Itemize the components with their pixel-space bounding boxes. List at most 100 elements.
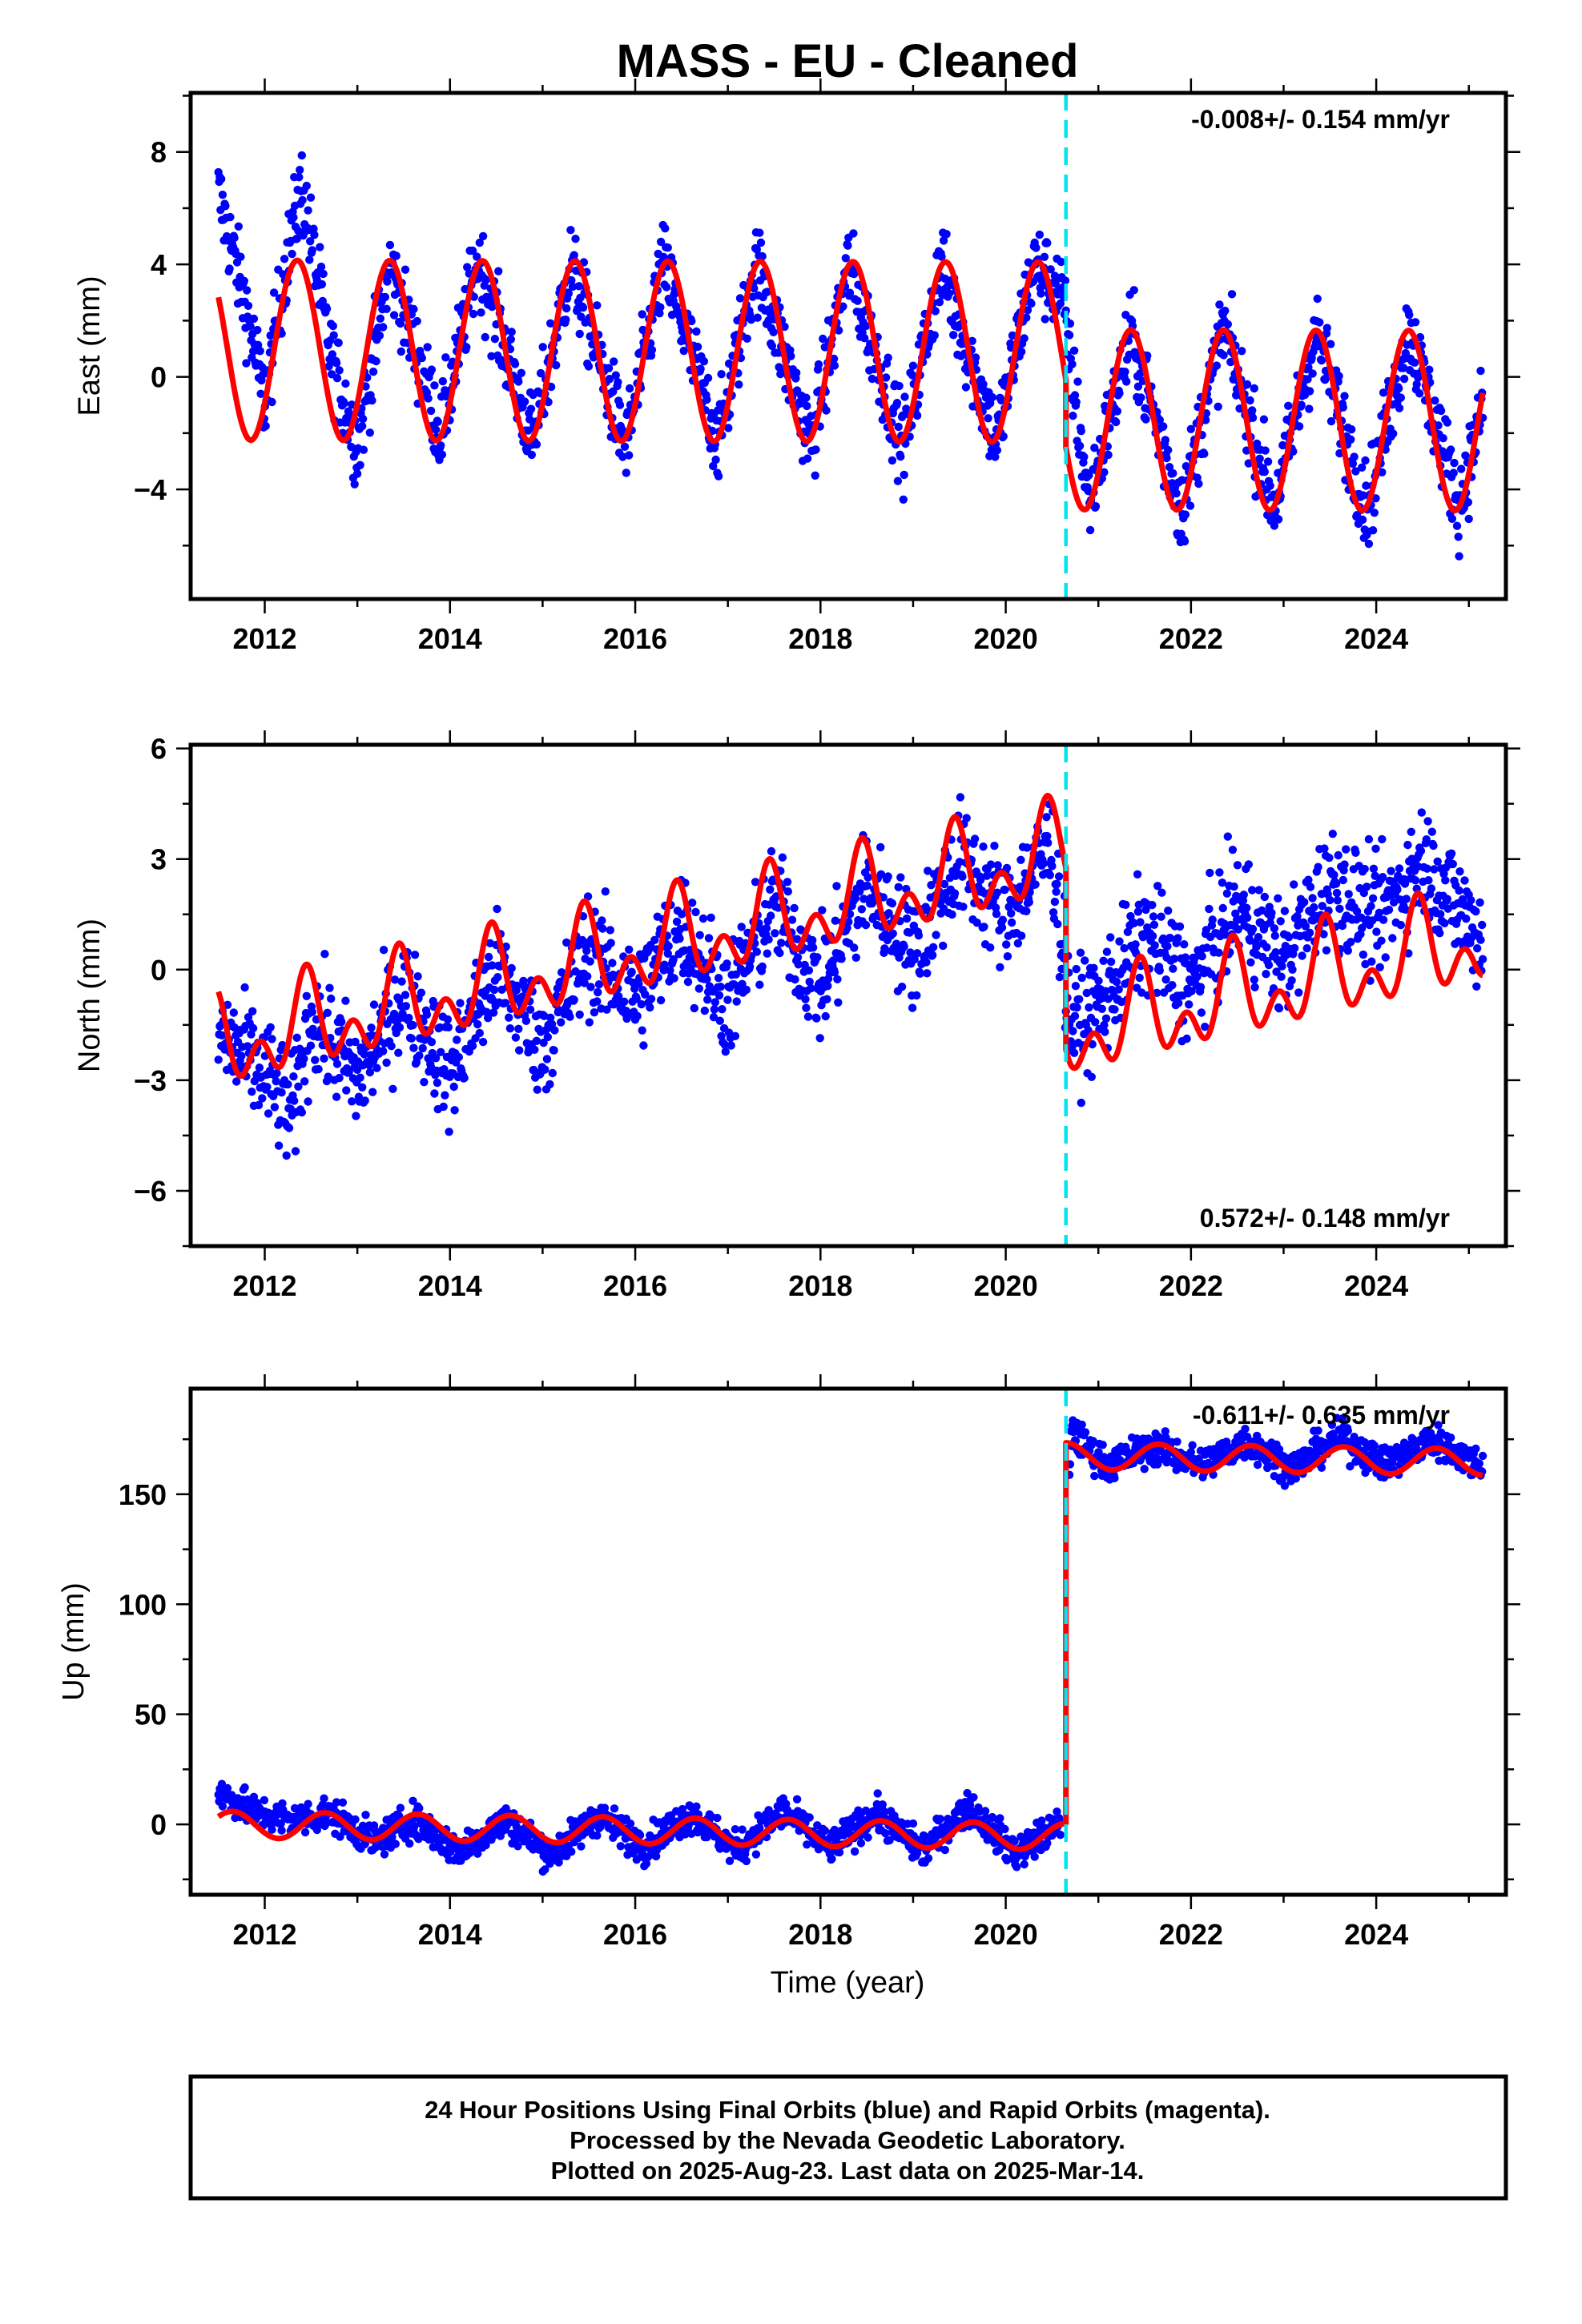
east-observation-point — [604, 364, 614, 372]
north-observation-point — [1473, 944, 1482, 953]
north-observation-point — [445, 1128, 453, 1136]
up-observation-point — [626, 1819, 635, 1828]
east-observation-point — [1100, 468, 1109, 476]
east-observation-point — [218, 191, 227, 199]
north-observation-point — [272, 1077, 280, 1086]
north-observation-point — [1094, 976, 1103, 986]
east-observation-point — [912, 411, 922, 420]
east-observation-point — [350, 480, 359, 489]
north-observation-point — [998, 915, 1008, 924]
north-observation-point — [1407, 827, 1416, 837]
north-observation-point — [1288, 965, 1297, 975]
north-observation-point — [1007, 918, 1016, 927]
north-observation-point — [1133, 870, 1142, 879]
north-observation-point — [1202, 926, 1211, 935]
north-observation-point — [1293, 911, 1302, 921]
north-observation-point — [1308, 894, 1317, 903]
east-observation-point — [409, 304, 418, 314]
north-observation-point — [292, 1033, 301, 1043]
north-observation-point — [718, 1005, 727, 1014]
north-observation-point — [637, 999, 646, 1009]
north-observation-point — [777, 939, 786, 947]
up-observation-point — [1043, 1839, 1052, 1848]
east-observation-point — [1362, 481, 1371, 490]
north-observation-point — [1024, 898, 1034, 907]
east-observation-point — [610, 357, 618, 366]
north-observation-point — [1105, 967, 1114, 975]
north-observation-point — [812, 1014, 821, 1023]
north-observation-point — [223, 1000, 232, 1010]
north-observation-point — [505, 1013, 513, 1022]
north-observation-point — [1202, 943, 1212, 952]
north-observation-point — [1471, 907, 1480, 916]
north-observation-point — [397, 977, 406, 986]
north-observation-point — [382, 1058, 391, 1068]
north-observation-point — [388, 1084, 397, 1094]
north-observation-point — [1320, 844, 1329, 853]
north-observation-point — [1248, 924, 1258, 934]
north-observation-point — [1270, 931, 1280, 940]
east-observation-point — [481, 275, 490, 284]
east-observation-point — [1113, 407, 1122, 416]
north-observation-point — [1081, 956, 1089, 965]
north-observation-point — [1069, 1027, 1077, 1035]
east-observation-point — [376, 314, 384, 323]
east-observation-point — [849, 229, 858, 238]
north-observation-point — [962, 814, 971, 822]
east-observation-point — [506, 335, 515, 344]
east-observation-point — [478, 231, 488, 241]
north-observation-point — [1287, 976, 1296, 985]
east-observation-point — [481, 332, 489, 342]
east-observation-point — [1396, 393, 1406, 402]
up-observation-point — [332, 1798, 341, 1807]
north-observation-point — [1230, 882, 1238, 891]
east-observation-point — [1056, 299, 1065, 308]
north-observation-point — [1335, 904, 1344, 914]
east-observation-point — [1041, 315, 1049, 324]
east-observation-point — [1069, 412, 1077, 420]
north-observation-point — [1223, 832, 1233, 841]
east-observation-point — [1180, 537, 1190, 546]
east-observation-point — [687, 316, 696, 326]
north-observation-point — [351, 1037, 360, 1047]
north-observation-point — [460, 1073, 469, 1083]
north-observation-point — [1364, 834, 1374, 844]
east-observation-point — [356, 460, 364, 469]
east-observation-point — [930, 331, 940, 340]
north-observation-point — [590, 1008, 599, 1017]
north-observation-point — [1423, 817, 1432, 826]
north-observation-point — [443, 1015, 453, 1024]
up-observation-point — [409, 1796, 417, 1805]
east-observation-point — [1415, 389, 1424, 398]
north-observation-point — [1427, 884, 1436, 893]
north-observation-point — [991, 903, 1000, 912]
north-observation-point — [986, 860, 996, 869]
east-observation-point — [1226, 357, 1235, 367]
north-observation-point — [356, 1073, 364, 1082]
north-observation-point — [1363, 883, 1371, 891]
east-observation-point — [517, 368, 525, 377]
east-observation-point — [1227, 290, 1237, 299]
north-observation-point — [980, 923, 988, 931]
east-observation-point — [562, 316, 570, 324]
north-observation-point — [790, 903, 799, 913]
north-observation-point — [1175, 922, 1185, 931]
north-observation-point — [804, 966, 814, 975]
east-observation-point — [567, 275, 576, 285]
up-observation-point — [361, 1811, 370, 1819]
east-observation-point — [1223, 320, 1233, 329]
east-observation-point — [536, 368, 545, 378]
east-observation-point — [1115, 388, 1124, 398]
north-observation-point — [638, 1026, 646, 1035]
north-observation-point — [1472, 982, 1481, 991]
east-observation-point — [1181, 510, 1190, 519]
east-observation-point — [1122, 377, 1131, 386]
north-observation-point — [755, 980, 764, 989]
east-y-axis-label: East (mm) — [73, 275, 107, 416]
north-observation-point — [602, 1005, 611, 1014]
up-observation-point — [873, 1789, 882, 1798]
east-observation-point — [1348, 459, 1358, 468]
up-observation-point — [681, 1830, 690, 1839]
north-observation-point — [1043, 831, 1052, 841]
north-observation-point — [1174, 999, 1183, 1007]
